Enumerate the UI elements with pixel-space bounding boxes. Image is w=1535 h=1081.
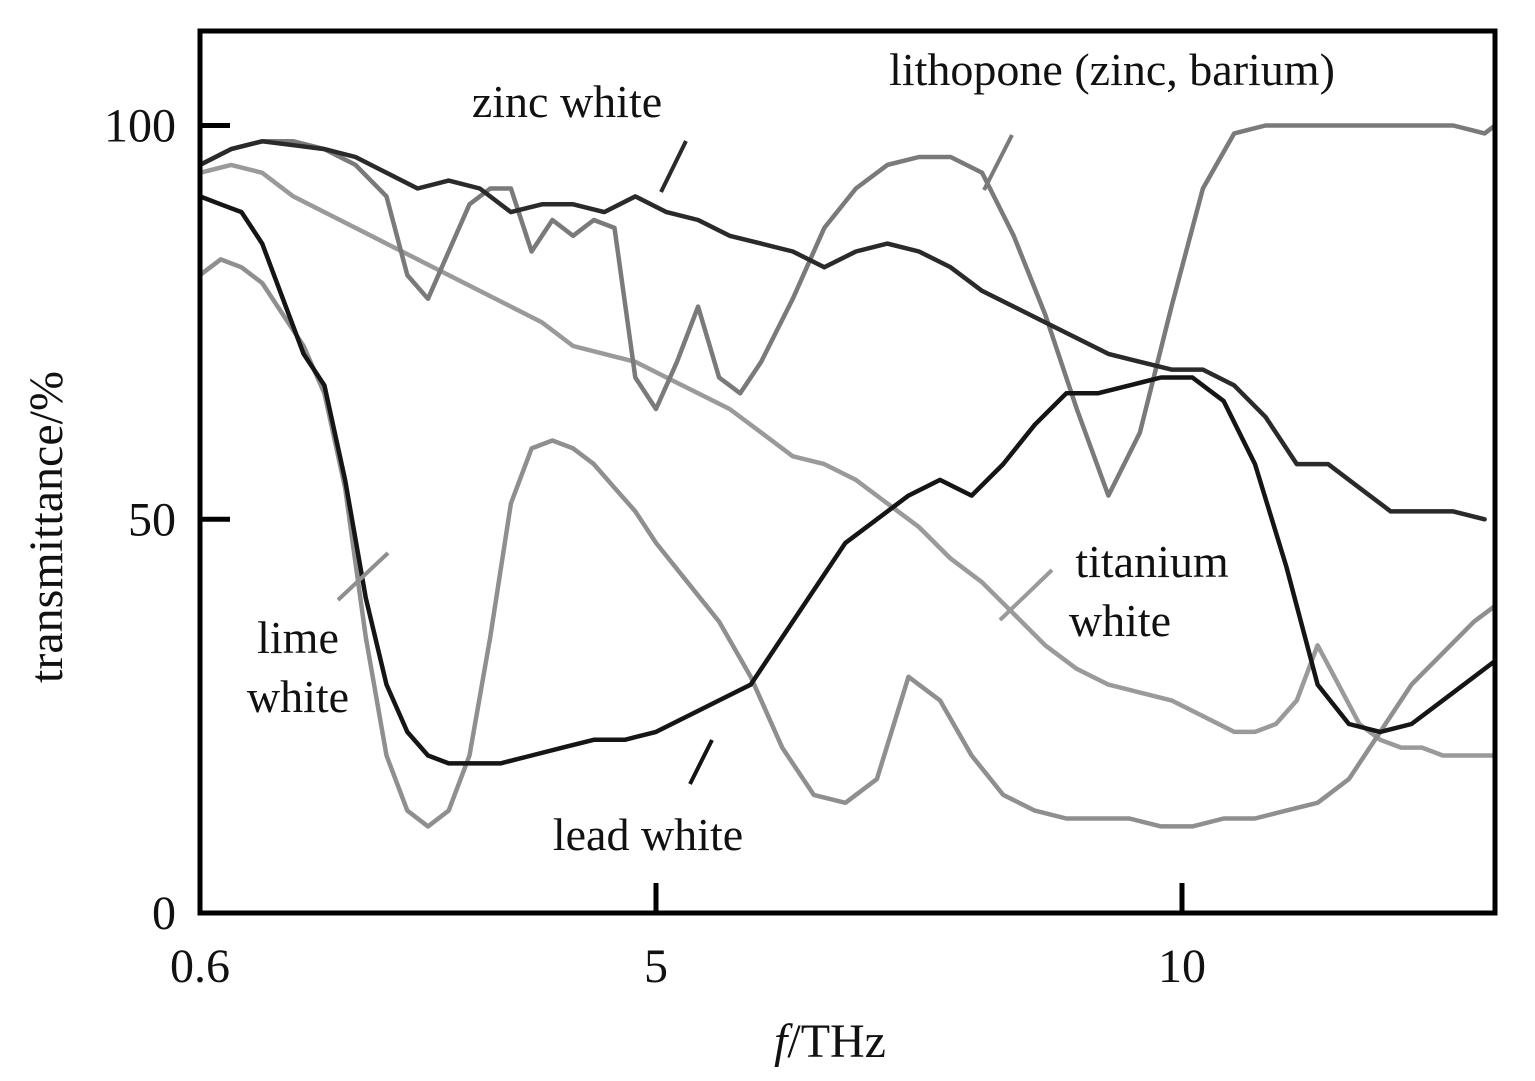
zinc-white-leader bbox=[659, 140, 688, 193]
titanium-white-label-line-2: white bbox=[1069, 595, 1171, 646]
zinc-white-label: zinc white bbox=[472, 76, 662, 127]
lime-white-label-line-2: white bbox=[247, 671, 349, 722]
x-axis-title: f/THz bbox=[774, 1015, 886, 1068]
y-tick-label: 100 bbox=[104, 100, 176, 153]
y-axis-title: transmittance/% bbox=[20, 371, 73, 683]
x-axis-title-rest: /THz bbox=[787, 1015, 886, 1068]
y-tick-label: 50 bbox=[128, 493, 176, 546]
titanium-white-leader bbox=[998, 568, 1054, 622]
lead-white-leader bbox=[688, 739, 714, 785]
series-line-lead-white bbox=[197, 194, 1498, 766]
series-line-lime-white bbox=[197, 257, 1498, 829]
x-tick-label: 5 bbox=[644, 940, 668, 993]
lithopone-label: lithopone (zinc, barium) bbox=[889, 44, 1335, 95]
y-tick-label: 0 bbox=[152, 887, 176, 940]
lime-white-label-line-1: lime bbox=[257, 612, 339, 663]
lead-white-label: lead white bbox=[553, 809, 743, 860]
series-line-lithopone bbox=[197, 123, 1498, 498]
lithopone-leader bbox=[982, 134, 1014, 191]
series-layer bbox=[197, 123, 1498, 829]
plot-frame bbox=[197, 28, 1498, 916]
lime-white-leader bbox=[336, 551, 390, 602]
titanium-white-label-line-1: titanium bbox=[1075, 536, 1229, 587]
tick-layer: 0 50 100 0.6 5 10 bbox=[104, 100, 1206, 994]
series-line-zinc-white bbox=[197, 139, 1487, 522]
x-tick-label: 0.6 bbox=[170, 940, 230, 993]
x-tick-label: 10 bbox=[1158, 940, 1206, 993]
